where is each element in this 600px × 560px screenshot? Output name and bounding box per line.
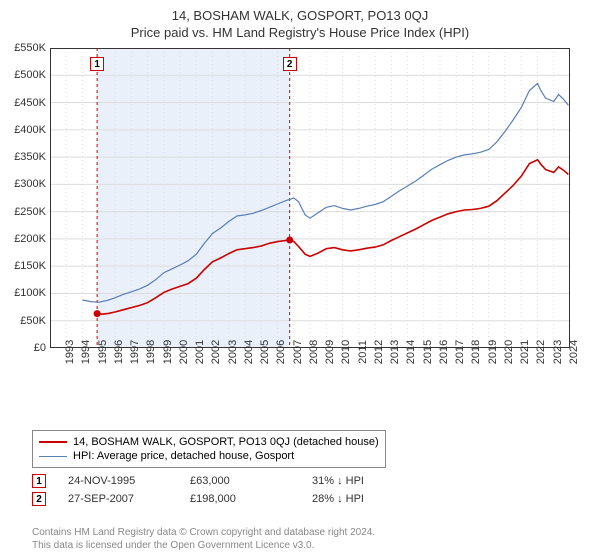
data-row-price: £63,000: [190, 475, 290, 487]
y-tick-label: £550K: [14, 42, 46, 54]
data-row-date: 24-NOV-1995: [68, 475, 168, 487]
legend-swatch: [39, 441, 67, 443]
y-tick-label: £150K: [14, 260, 46, 272]
legend-row-hpi: HPI: Average price, detached house, Gosp…: [39, 449, 379, 463]
legend-label: HPI: Average price, detached house, Gosp…: [73, 449, 294, 463]
title-address: 14, BOSHAM WALK, GOSPORT, PO13 0QJ: [0, 8, 600, 23]
marker-data-rows: 1 24-NOV-1995 £63,000 31% ↓ HPI 2 27-SEP-2007…: [32, 470, 412, 510]
footer-attribution: Contains HM Land Registry data © Crown c…: [32, 526, 375, 552]
data-row-date: 27-SEP-2007: [68, 493, 168, 505]
data-row-marker: 2: [32, 492, 46, 506]
data-row-delta: 28% ↓ HPI: [312, 493, 412, 505]
chart-plot-area: £0£50K£100K£150K£200K£250K£300K£350K£400…: [50, 48, 570, 348]
y-tick-label: £300K: [14, 178, 46, 190]
y-tick-label: £500K: [14, 69, 46, 81]
data-row-price: £198,000: [190, 493, 290, 505]
y-tick-label: £350K: [14, 151, 46, 163]
footer-line2: This data is licensed under the Open Gov…: [32, 539, 375, 552]
title-block: 14, BOSHAM WALK, GOSPORT, PO13 0QJ Price…: [0, 0, 600, 42]
chart-container: 14, BOSHAM WALK, GOSPORT, PO13 0QJ Price…: [0, 0, 600, 560]
x-tick-label: 2024: [554, 340, 580, 364]
y-tick-label: £250K: [14, 206, 46, 218]
y-tick-label: £50K: [20, 315, 46, 327]
y-tick-label: £400K: [14, 124, 46, 136]
data-row-delta: 31% ↓ HPI: [312, 475, 412, 487]
y-tick-label: £450K: [14, 97, 46, 109]
line-chart-svg: [50, 48, 570, 348]
footer-line1: Contains HM Land Registry data © Crown c…: [32, 526, 375, 539]
data-row-1: 1 24-NOV-1995 £63,000 31% ↓ HPI: [32, 474, 412, 488]
y-tick-label: £0: [34, 342, 46, 354]
legend-row-property: 14, BOSHAM WALK, GOSPORT, PO13 0QJ (deta…: [39, 435, 379, 449]
data-row-2: 2 27-SEP-2007 £198,000 28% ↓ HPI: [32, 492, 412, 506]
legend-label: 14, BOSHAM WALK, GOSPORT, PO13 0QJ (deta…: [73, 435, 379, 449]
y-tick-label: £200K: [14, 233, 46, 245]
data-row-marker: 1: [32, 474, 46, 488]
y-tick-label: £100K: [14, 287, 46, 299]
marker-box-1: 1: [90, 57, 104, 71]
marker-box-2: 2: [283, 57, 297, 71]
legend-box: 14, BOSHAM WALK, GOSPORT, PO13 0QJ (deta…: [32, 430, 386, 468]
legend-swatch: [39, 456, 67, 457]
title-subtitle: Price paid vs. HM Land Registry's House …: [0, 25, 600, 40]
